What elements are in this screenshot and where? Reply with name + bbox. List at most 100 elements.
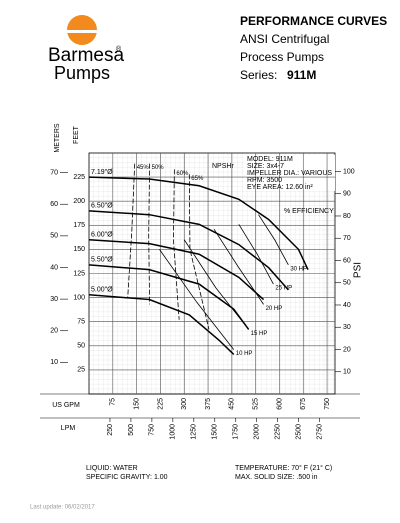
curve: [159, 249, 235, 350]
info-text: MODEL: 911M: [247, 156, 293, 163]
info-box: [244, 155, 335, 191]
curve-label: 10 HP: [236, 351, 253, 357]
brand: Barmesa: [48, 45, 124, 66]
y-axis-title: FEET: [73, 125, 80, 144]
x2-tick-label: 750: [149, 424, 156, 436]
x-tick-label: 150: [133, 398, 140, 410]
y-tick-label: 225: [73, 174, 85, 181]
logo-line: [64, 30, 100, 33]
curve-label: 60%: [176, 171, 189, 177]
footer-text: MAX. SOLID SIZE: .500 in: [235, 474, 318, 481]
x2-tick-label: 500: [128, 424, 135, 436]
y-tick-label: 200: [73, 198, 85, 205]
curve-label: 65%: [191, 176, 204, 182]
x-tick-label: 450: [229, 398, 236, 410]
y3-tick-label: 50: [343, 280, 351, 287]
curve-label: 50%: [152, 165, 165, 171]
curve-label: 6.00"Ø: [91, 232, 113, 239]
x-tick-label: 375: [205, 398, 212, 410]
curve: [238, 224, 274, 285]
curve: [88, 210, 289, 291]
series-label: Series:: [240, 68, 277, 82]
x-tick-label: 675: [300, 398, 307, 410]
y-tick-label: 25: [77, 367, 85, 374]
brand-sub: Pumps: [54, 63, 110, 83]
subtitle: ANSI Centrifugal: [240, 32, 329, 46]
x2-tick-label: 1000: [170, 424, 177, 440]
curve: [148, 163, 151, 305]
x-tick-label: 225: [157, 398, 164, 410]
info-text: EYE AREA: 12.60 in²: [247, 184, 313, 191]
x2-tick-label: 2000: [254, 424, 261, 440]
info-text: IMPELLER DIA.: VARIOUS: [247, 170, 332, 177]
npsh-label: NPSHr: [212, 163, 234, 170]
curve: [88, 264, 250, 330]
y3-tick-label: 10: [343, 369, 351, 376]
y2-axis-title: METERS: [54, 123, 61, 153]
x-tick-label: 600: [276, 398, 283, 410]
x2-tick-label: 250: [107, 424, 114, 436]
curve: [183, 239, 249, 330]
x-tick-label: 750: [324, 398, 331, 410]
y3-tick-label: 90: [343, 191, 351, 198]
x2-axis-title: LPM: [61, 425, 76, 432]
curve-label: 5.00"Ø: [91, 287, 113, 294]
footer-text: SPECIFIC GRAVITY: 1.00: [86, 474, 168, 481]
curve-label: 45%: [137, 165, 150, 171]
y2-tick-label: 70: [50, 169, 58, 176]
y3-tick-label: 30: [343, 324, 351, 331]
y3-tick-label: 60: [343, 257, 351, 264]
curve: [173, 169, 180, 320]
y2-tick-label: 60: [50, 201, 58, 208]
y-tick-label: 75: [77, 319, 85, 326]
x2-tick-label: 1500: [212, 424, 219, 440]
y3-tick-label: 80: [343, 213, 351, 220]
curve-label: 6.50"Ø: [91, 203, 113, 210]
brand-mark: ®: [116, 45, 122, 53]
curve: [188, 174, 210, 330]
curve: [88, 239, 265, 301]
info-text: SIZE: 3x4-7: [247, 163, 284, 170]
efficiency-label: % EFFICIENCY: [284, 208, 334, 215]
x2-tick-label: 2500: [295, 424, 302, 440]
y-tick-label: 50: [77, 343, 85, 350]
title: PERFORMANCE CURVES: [240, 14, 387, 28]
y3-tick-label: 70: [343, 235, 351, 242]
y-tick-label: 175: [73, 222, 85, 229]
y2-tick-label: 10: [50, 359, 58, 366]
footer-text: LIQUID: WATER: [86, 465, 138, 472]
x2-tick-label: 1750: [233, 424, 240, 440]
x-axis-title: US GPM: [52, 402, 80, 409]
curve-label: 30 HP: [290, 266, 307, 272]
x2-tick-label: 2750: [316, 424, 323, 440]
y2-tick-label: 50: [50, 233, 58, 240]
curve-label: 7.19"Ø: [91, 169, 113, 176]
y2-tick-label: 30: [50, 296, 58, 303]
update-date: Last update: 06/02/2017: [30, 505, 95, 511]
y3-tick-label: 100: [343, 168, 355, 175]
curve-label: 20 HP: [266, 306, 283, 312]
curve-label: 15 HP: [251, 331, 268, 337]
x2-tick-label: 1250: [191, 424, 198, 440]
y3-tick-label: 20: [343, 346, 351, 353]
x2-tick-label: 2250: [274, 424, 281, 440]
y3-axis-title: PSI: [353, 262, 364, 278]
y-tick-label: 150: [73, 246, 85, 253]
curve: [258, 214, 289, 266]
info-text: RPM: 3500: [247, 177, 282, 184]
x-tick-label: 300: [181, 398, 188, 410]
curve-label: 25 HP: [275, 286, 292, 292]
curve: [213, 228, 264, 305]
y2-tick-label: 20: [50, 328, 58, 335]
y-tick-label: 100: [73, 294, 85, 301]
x-tick-label: 525: [252, 398, 259, 410]
curve-label: 5.50"Ø: [91, 257, 113, 264]
x-tick-label: 75: [110, 398, 117, 406]
curve: [127, 163, 136, 298]
y-tick-label: 125: [73, 270, 85, 277]
subtitle: Process Pumps: [240, 50, 324, 64]
y3-tick-label: 40: [343, 302, 351, 309]
footer-text: TEMPERATURE: 70° F (21° C): [235, 464, 332, 472]
series-value: 911M: [287, 68, 316, 82]
